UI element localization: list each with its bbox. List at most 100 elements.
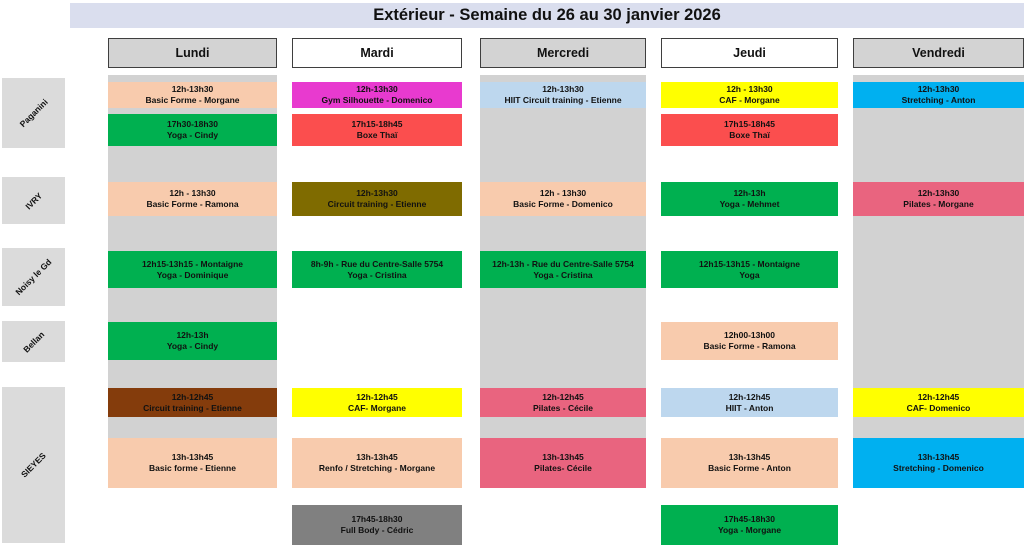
event-cell: 12h-13h - Rue du Centre-Salle 5754 Yoga …: [480, 251, 646, 288]
location-label-text: Paganini: [17, 96, 50, 130]
event-cell: 12h-12h45 CAF- Morgane: [292, 388, 462, 417]
event-label: Renfo / Stretching - Morgane: [318, 463, 436, 473]
event-label: Full Body - Cédric: [340, 525, 414, 535]
event-label: CAF- Domenico: [906, 402, 971, 413]
event-cell: 12h-13h Yoga - Mehmet: [661, 182, 838, 216]
location-label-bellan: Bellan: [2, 321, 65, 362]
event-time: 12h - 13h30: [726, 84, 773, 94]
event-cell: 17h30-18h30 Yoga - Cindy: [108, 114, 277, 146]
event-label: Basic Forme - Anton: [708, 463, 791, 473]
location-label-sieyes: SIEYES: [2, 387, 65, 543]
event-time: 12h-13h30: [917, 188, 960, 198]
event-time: 12h-13h30: [356, 84, 398, 94]
event-cell: 12h15-13h15 - Montaigne Yoga: [661, 251, 838, 288]
event-label: Yoga: [739, 269, 760, 280]
event-label: Basic Forme - Morgane: [145, 95, 240, 105]
event-label: CAF - Morgane: [719, 95, 780, 105]
event-label: Yoga - Cindy: [166, 341, 219, 351]
event-label: Yoga - Cristina: [533, 269, 593, 280]
event-label: Gym Silhouette - Domenico: [321, 95, 433, 105]
event-cell: 13h-13h45 Stretching - Domenico: [853, 438, 1024, 488]
day-header-lundi: Lundi: [108, 38, 277, 68]
event-cell: 12h-13h30 Stretching - Anton: [853, 82, 1024, 108]
event-time: 12h15-13h15 - Montaigne: [698, 258, 801, 269]
event-time: 13h-13h45: [542, 452, 584, 462]
event-time: 12h-13h: [176, 330, 209, 340]
event-cell: 17h45-18h30 Full Body - Cédric: [292, 505, 462, 545]
event-label: Yoga - Cristina: [347, 269, 407, 280]
event-time: 12h-12h45: [356, 391, 398, 402]
event-time: 12h - 13h30: [169, 188, 216, 198]
event-time: 17h45-18h30: [351, 514, 403, 524]
event-cell: 12h-13h30 HIIT Circuit training - Etienn…: [480, 82, 646, 108]
event-cell: 12h - 13h30 Basic Forme - Domenico: [480, 182, 646, 216]
event-cell: 12h-13h Yoga - Cindy: [108, 322, 277, 360]
event-label: Pilates - Cécile: [532, 402, 593, 413]
event-cell: 13h-13h45 Basic forme - Etienne: [108, 438, 277, 488]
event-cell: 12h - 13h30 CAF - Morgane: [661, 82, 838, 108]
event-label: HIIT - Anton: [725, 402, 774, 413]
event-cell: 13h-13h45 Pilates- Cécile: [480, 438, 646, 488]
event-label: Yoga - Mehmet: [719, 199, 780, 209]
event-label: Basic Forme - Ramona: [146, 199, 239, 209]
event-time: 13h-13h45: [171, 452, 214, 462]
event-cell: 12h-13h30 Gym Silhouette - Domenico: [292, 82, 462, 108]
column-background-vendredi: [853, 75, 1024, 488]
event-time: 12h00-13h00: [723, 330, 776, 340]
event-cell: 8h-9h - Rue du Centre-Salle 5754 Yoga - …: [292, 251, 462, 288]
event-time: 13h-13h45: [917, 452, 960, 462]
location-label-noisy-le-gd: Noisy le Gd: [2, 248, 65, 306]
event-time: 12h-12h45: [728, 391, 771, 402]
event-label: Boxe Thaï: [356, 130, 398, 140]
event-label: Pilates- Cécile: [534, 463, 592, 473]
event-time: 13h-13h45: [728, 452, 771, 462]
event-time: 12h-12h45: [917, 391, 960, 402]
event-time: 12h15-13h15 - Montaigne: [141, 258, 244, 269]
event-time: 17h45-18h30: [723, 514, 776, 524]
event-label: Yoga - Morgane: [717, 525, 782, 535]
event-time: 12h-13h: [733, 188, 766, 198]
event-cell: 12h-13h30 Pilates - Morgane: [853, 182, 1024, 216]
event-label: Stretching - Anton: [901, 95, 976, 105]
event-label: Basic Forme - Ramona: [703, 341, 796, 351]
event-label: Circuit training - Etienne: [327, 199, 427, 209]
event-time: 12h-12h45: [171, 391, 214, 402]
event-label: Yoga - Cindy: [166, 130, 219, 140]
event-time: 12h-13h30: [356, 188, 398, 198]
event-cell: 12h-13h30 Basic Forme - Morgane: [108, 82, 277, 108]
location-label-text: IVRY: [23, 190, 44, 211]
event-label: Basic forme - Etienne: [149, 463, 236, 473]
location-label-text: Bellan: [20, 328, 47, 355]
event-cell: 17h15-18h45 Boxe Thaï: [292, 114, 462, 146]
event-time: 12h-13h30: [542, 84, 584, 94]
location-label-text: Noisy le Gd: [13, 256, 54, 298]
event-time: 8h-9h - Rue du Centre-Salle 5754: [310, 258, 444, 269]
event-cell: 13h-13h45 Basic Forme - Anton: [661, 438, 838, 488]
event-cell: 17h15-18h45 Boxe Thaï: [661, 114, 838, 146]
location-label-text: SIEYES: [19, 450, 48, 480]
event-label: CAF- Morgane: [347, 402, 407, 413]
event-cell: 12h15-13h15 - Montaigne Yoga - Dominique: [108, 251, 277, 288]
event-time: 13h-13h45: [356, 452, 398, 462]
day-header-vendredi: Vendredi: [853, 38, 1024, 68]
event-cell: 17h45-18h30 Yoga - Morgane: [661, 505, 838, 545]
event-time: 12h-13h30: [917, 84, 960, 94]
event-label: Yoga - Dominique: [156, 269, 229, 280]
event-label: Stretching - Domenico: [893, 463, 984, 473]
event-time: 17h30-18h30: [166, 119, 219, 129]
event-cell: 13h-13h45 Renfo / Stretching - Morgane: [292, 438, 462, 488]
event-time: 12h-12h45: [542, 391, 584, 402]
event-time: 12h-13h30: [171, 84, 214, 94]
page-title: Extérieur - Semaine du 26 au 30 janvier …: [70, 3, 1024, 28]
event-label: Boxe Thaï: [729, 130, 770, 140]
event-cell: 12h-13h30 Circuit training - Etienne: [292, 182, 462, 216]
event-cell: 12h00-13h00 Basic Forme - Ramona: [661, 322, 838, 360]
day-header-jeudi: Jeudi: [661, 38, 838, 68]
day-header-mardi: Mardi: [292, 38, 462, 68]
event-time: 17h15-18h45: [351, 119, 403, 129]
event-cell: 12h-12h45 HIIT - Anton: [661, 388, 838, 417]
event-time: 12h-13h - Rue du Centre-Salle 5754: [492, 258, 634, 269]
event-label: Basic Forme - Domenico: [513, 199, 613, 209]
event-cell: 12h-12h45 CAF- Domenico: [853, 388, 1024, 417]
